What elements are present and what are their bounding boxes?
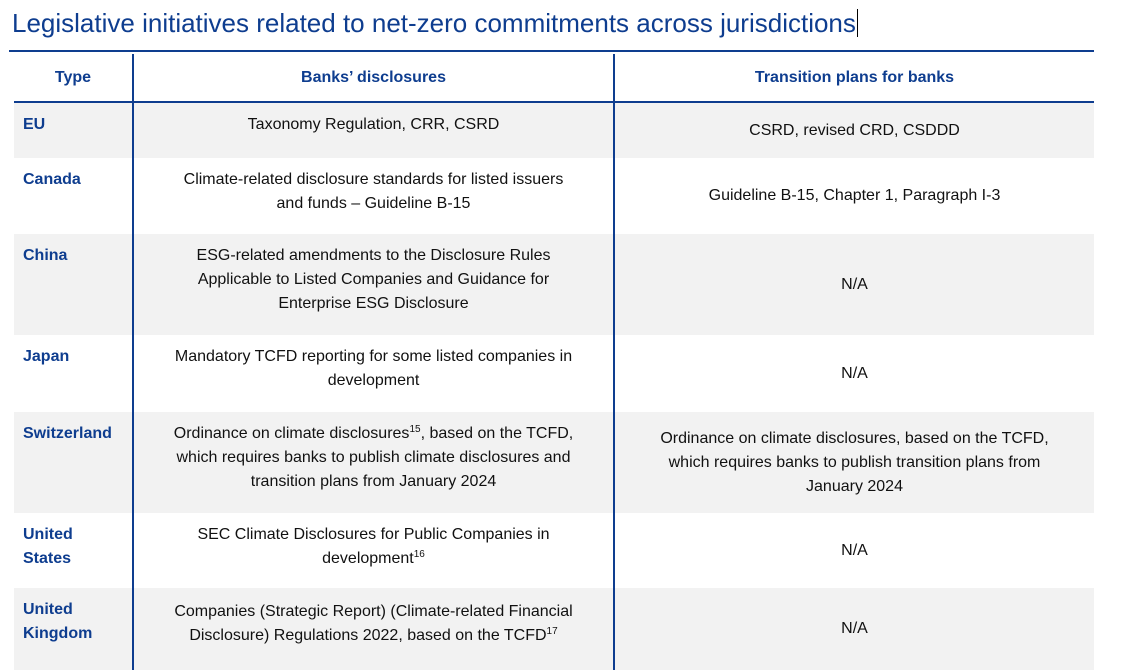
text-cursor bbox=[856, 9, 858, 37]
column-header-type: Type bbox=[14, 54, 133, 103]
row-type-cell: China bbox=[14, 234, 133, 335]
banks-disclosures-text: ESG-related amendments to the Disclosure… bbox=[196, 247, 551, 264]
banks-disclosures-text: development bbox=[322, 550, 414, 567]
footnote-ref: 16 bbox=[413, 549, 425, 560]
transition-plans-cell: N/A bbox=[613, 588, 1094, 670]
row-type-label: States bbox=[23, 550, 72, 567]
banks-disclosures-text: Mandatory TCFD reporting for some listed… bbox=[174, 348, 573, 365]
footnote-ref: 15 bbox=[409, 424, 421, 435]
page-title: Legislative initiatives related to net-z… bbox=[12, 6, 858, 40]
row-type-cell: United Kingdom bbox=[14, 588, 133, 670]
row-type-label: EU bbox=[23, 116, 46, 133]
column-header-transition-plans: Transition plans for banks bbox=[613, 54, 1094, 103]
banks-disclosures-text: Ordinance on climate disclosures bbox=[173, 425, 410, 442]
banks-disclosures-cell: Mandatory TCFD reporting for some listed… bbox=[132, 335, 614, 412]
title-divider bbox=[9, 50, 1094, 52]
row-type-cell: United States bbox=[14, 513, 133, 588]
transition-plans-text: N/A bbox=[841, 620, 868, 637]
jurisdictions-table: Type Banks’ disclosures Transition plans… bbox=[14, 54, 1094, 670]
transition-plans-text: which requires banks to publish transiti… bbox=[668, 453, 1041, 471]
row-type-label: Canada bbox=[23, 171, 81, 188]
banks-disclosures-text: transition plans from January 2024 bbox=[250, 473, 497, 490]
transition-plans-text: N/A bbox=[841, 275, 868, 293]
banks-disclosures-text: Taxonomy Regulation, CRR, CSRD bbox=[247, 116, 500, 133]
row-type-label: United bbox=[23, 601, 73, 618]
banks-disclosures-text: Enterprise ESG Disclosure bbox=[278, 295, 469, 312]
row-type-cell: EU bbox=[14, 102, 133, 158]
row-type-cell: Canada bbox=[14, 158, 133, 234]
banks-disclosures-cell: Companies (Strategic Report) (Climate-re… bbox=[132, 588, 614, 670]
banks-disclosures-cell: Taxonomy Regulation, CRR, CSRD bbox=[132, 102, 614, 158]
banks-disclosures-text: Climate-related disclosure standards for… bbox=[183, 171, 564, 188]
banks-disclosures-text: development bbox=[327, 372, 420, 389]
table-row-united-states: United States SEC Climate Disclosures fo… bbox=[14, 513, 1094, 588]
transition-plans-cell: N/A bbox=[613, 335, 1094, 412]
banks-disclosures-cell: ESG-related amendments to the Disclosure… bbox=[132, 234, 614, 335]
column-header-banks-disclosures: Banks’ disclosures bbox=[132, 54, 614, 103]
table-row-china: China ESG-related amendments to the Disc… bbox=[14, 234, 1094, 335]
banks-disclosures-text: Applicable to Listed Companies and Guida… bbox=[197, 271, 550, 288]
row-type-label: United bbox=[23, 526, 73, 543]
transition-plans-text: N/A bbox=[841, 364, 868, 382]
row-type-cell: Switzerland bbox=[14, 412, 133, 513]
banks-disclosures-cell: Climate-related disclosure standards for… bbox=[132, 158, 614, 234]
table-row-eu: EU Taxonomy Regulation, CRR, CSRD CSRD, … bbox=[14, 102, 1094, 158]
banks-disclosures-text: Companies (Strategic Report) (Climate-re… bbox=[174, 603, 573, 620]
transition-plans-text: CSRD, revised CRD, CSDDD bbox=[749, 121, 960, 139]
table-row-united-kingdom: United Kingdom Companies (Strategic Repo… bbox=[14, 588, 1094, 670]
banks-disclosures-cell: SEC Climate Disclosures for Public Compa… bbox=[132, 513, 614, 588]
banks-disclosures-text: Disclosure) Regulations 2022, based on t… bbox=[189, 627, 547, 644]
banks-disclosures-text: , based on the TCFD, bbox=[420, 425, 574, 442]
page-title-text: Legislative initiatives related to net-z… bbox=[12, 8, 856, 38]
transition-plans-cell: Guideline B-15, Chapter 1, Paragraph I-3 bbox=[613, 158, 1094, 234]
transition-plans-text: January 2024 bbox=[806, 477, 903, 495]
transition-plans-text: N/A bbox=[841, 541, 868, 559]
banks-disclosures-text: which requires banks to publish climate … bbox=[176, 449, 571, 466]
table-row-japan: Japan Mandatory TCFD reporting for some … bbox=[14, 335, 1094, 412]
transition-plans-cell: Ordinance on climate disclosures, based … bbox=[613, 412, 1094, 513]
row-type-label: Kingdom bbox=[23, 625, 93, 642]
row-type-cell: Japan bbox=[14, 335, 133, 412]
table-row-switzerland: Switzerland Ordinance on climate disclos… bbox=[14, 412, 1094, 513]
banks-disclosures-text: SEC Climate Disclosures for Public Compa… bbox=[197, 526, 550, 543]
table-row-canada: Canada Climate-related disclosure standa… bbox=[14, 158, 1094, 234]
transition-plans-cell: N/A bbox=[613, 513, 1094, 588]
row-type-label: Japan bbox=[23, 348, 70, 365]
banks-disclosures-text: and funds – Guideline B-15 bbox=[276, 195, 471, 212]
row-type-label: China bbox=[23, 247, 68, 264]
transition-plans-cell: CSRD, revised CRD, CSDDD bbox=[613, 102, 1094, 158]
banks-disclosures-cell: Ordinance on climate disclosures15, base… bbox=[132, 412, 614, 513]
row-type-label: Switzerland bbox=[23, 425, 112, 442]
transition-plans-text: Guideline B-15, Chapter 1, Paragraph I-3 bbox=[708, 187, 1001, 204]
table-header-row: Type Banks’ disclosures Transition plans… bbox=[14, 54, 1094, 103]
transition-plans-cell: N/A bbox=[613, 234, 1094, 335]
footnote-ref: 17 bbox=[546, 626, 558, 637]
transition-plans-text: Ordinance on climate disclosures, based … bbox=[660, 429, 1049, 447]
